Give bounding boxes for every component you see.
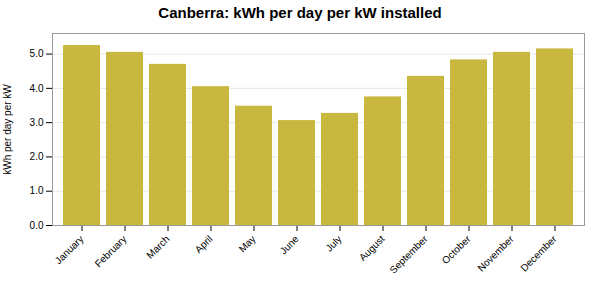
svg-text:5.0: 5.0 <box>30 48 44 59</box>
svg-text:January: January <box>53 233 86 266</box>
svg-text:June: June <box>278 233 301 256</box>
svg-text:0.0: 0.0 <box>30 220 44 231</box>
svg-text:March: March <box>144 233 171 260</box>
svg-text:September: September <box>387 233 430 276</box>
svg-text:December: December <box>518 233 559 274</box>
svg-text:April: April <box>193 233 215 255</box>
svg-text:August: August <box>357 233 387 263</box>
svg-text:November: November <box>475 233 516 274</box>
svg-text:kWh per day per kW: kWh per day per kW <box>2 84 13 175</box>
svg-text:4.0: 4.0 <box>30 83 44 94</box>
html-text:Canberra: kWh per day per kW i: Canberra: kWh per day per kW installed <box>158 4 442 21</box>
svg-text:July: July <box>323 233 343 253</box>
svg-text:1.0: 1.0 <box>30 185 44 196</box>
svg-text:3.0: 3.0 <box>30 117 44 128</box>
svg-text:May: May <box>237 233 258 254</box>
svg-text:October: October <box>440 233 473 266</box>
svg-text:February: February <box>93 233 129 269</box>
svg-text:2.0: 2.0 <box>30 151 44 162</box>
